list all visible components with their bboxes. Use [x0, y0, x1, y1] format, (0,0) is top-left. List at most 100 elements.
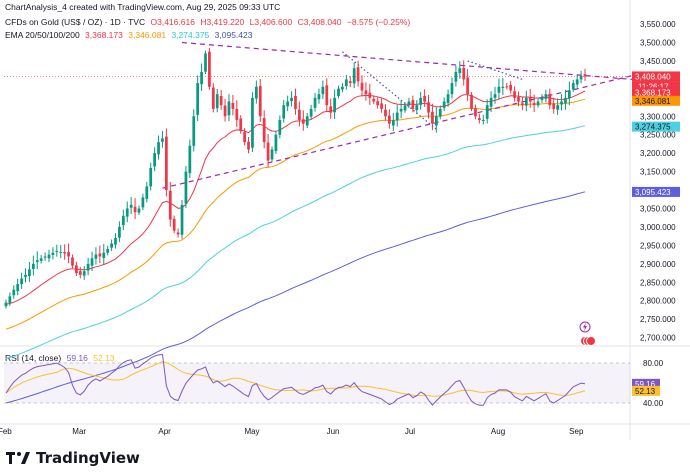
candle	[321, 80, 325, 100]
candle	[20, 272, 23, 289]
candle	[63, 244, 67, 260]
candle	[94, 247, 98, 265]
candle-body	[164, 136, 168, 191]
candle	[223, 98, 227, 122]
candle	[528, 88, 532, 108]
ema50-price-tag: 3,346.081	[635, 97, 671, 106]
candle	[344, 74, 348, 90]
symbol-legend[interactable]: CFDs on Gold (US$ / OZ) · 1D · TVC O3,41…	[5, 17, 413, 27]
candle-body	[168, 190, 172, 220]
candle	[4, 299, 8, 309]
candle	[114, 233, 117, 249]
rsi-ma-tag: 52.13	[635, 387, 656, 396]
candle-body	[172, 218, 176, 231]
candle	[567, 81, 571, 106]
candle	[90, 251, 94, 272]
candle	[31, 255, 35, 276]
candle-body	[321, 86, 325, 95]
candle	[290, 91, 293, 107]
price-tick-label: 2,950.000	[640, 241, 676, 250]
ema100-value: 3,274.375	[171, 30, 210, 40]
candle-body	[481, 119, 485, 121]
candle-body	[51, 252, 55, 255]
candle	[524, 90, 528, 112]
candle	[184, 166, 188, 209]
candle-body	[298, 109, 301, 120]
candle	[208, 48, 211, 90]
candle-body	[509, 84, 513, 91]
candle	[391, 112, 395, 132]
candle	[200, 63, 203, 91]
candle-body	[513, 91, 516, 98]
candle-body	[82, 271, 86, 276]
symbol-title[interactable]: CFDs on Gold (US$ / OZ) · 1D · TVC	[5, 17, 146, 27]
rsi-band	[4, 363, 630, 403]
candle-body	[407, 101, 411, 106]
candle-body	[438, 108, 442, 117]
candle	[172, 215, 176, 234]
candle	[243, 128, 246, 146]
candle	[39, 254, 43, 264]
candle-body	[391, 119, 395, 126]
rsi-label[interactable]: RSI (14, close)	[5, 353, 62, 363]
candle	[51, 247, 55, 260]
candle-body	[215, 94, 219, 109]
ohlc-close: C3,408.040	[297, 17, 342, 27]
rsi-value-tag-bg	[632, 378, 660, 389]
ema200-price-tag: 3,095.423	[635, 188, 671, 197]
price-tick-label: 2,800.000	[640, 297, 676, 306]
ohlc-open: O3,416.616	[150, 17, 195, 27]
price-tick-label: 2,850.000	[640, 278, 676, 287]
countdown-tag: 11:26:17	[638, 82, 669, 91]
candle	[12, 285, 16, 299]
candle-body	[528, 96, 532, 102]
candle-body	[364, 90, 368, 95]
candle	[262, 110, 266, 149]
ema-legend[interactable]: EMA 20/50/100/200 3,368.173 3,346.081 3,…	[5, 30, 255, 40]
candle	[376, 97, 380, 109]
candle-body	[575, 79, 579, 85]
candle-body	[8, 296, 12, 303]
candle	[564, 89, 567, 110]
candle	[509, 80, 513, 94]
candle-body	[227, 101, 231, 116]
candle-body	[258, 86, 262, 117]
price-tick-label: 2,700.000	[640, 334, 676, 343]
time-tick-label: Aug	[491, 427, 505, 436]
rsi-ma-line	[5, 361, 586, 397]
ema-legend-label[interactable]: EMA 20/50/100/200	[5, 30, 80, 40]
candle	[227, 94, 231, 122]
brand[interactable]: TradingView	[6, 449, 140, 467]
candle	[102, 243, 106, 266]
candle	[71, 254, 74, 269]
candle-body	[579, 75, 583, 80]
candle-body	[403, 105, 407, 111]
price-tick-label: 3,250.000	[640, 131, 676, 140]
ohlc-high: H3,419.220	[200, 17, 245, 27]
candle-body	[98, 253, 102, 257]
candle	[294, 88, 297, 115]
candle	[517, 91, 520, 106]
rsi-legend[interactable]: RSI (14, close) 59.16 52.13	[5, 353, 118, 363]
candle	[372, 95, 376, 105]
candle-body	[184, 171, 188, 204]
candle-body	[55, 250, 59, 252]
candle-body	[75, 265, 78, 274]
candle-body	[86, 263, 90, 271]
candle-body	[325, 85, 329, 106]
candle	[301, 110, 305, 131]
candle	[16, 278, 20, 296]
candle-body	[333, 97, 336, 113]
candle	[82, 266, 86, 280]
ema50-price-tag-bg	[632, 95, 680, 106]
ema-50-line	[5, 98, 586, 330]
candle	[434, 107, 438, 133]
candle-body	[121, 215, 125, 226]
candle	[575, 75, 579, 88]
candle	[364, 82, 368, 101]
candle	[239, 115, 243, 134]
candle-body	[196, 83, 200, 115]
candle-body	[419, 97, 423, 105]
candle-body	[372, 98, 376, 102]
